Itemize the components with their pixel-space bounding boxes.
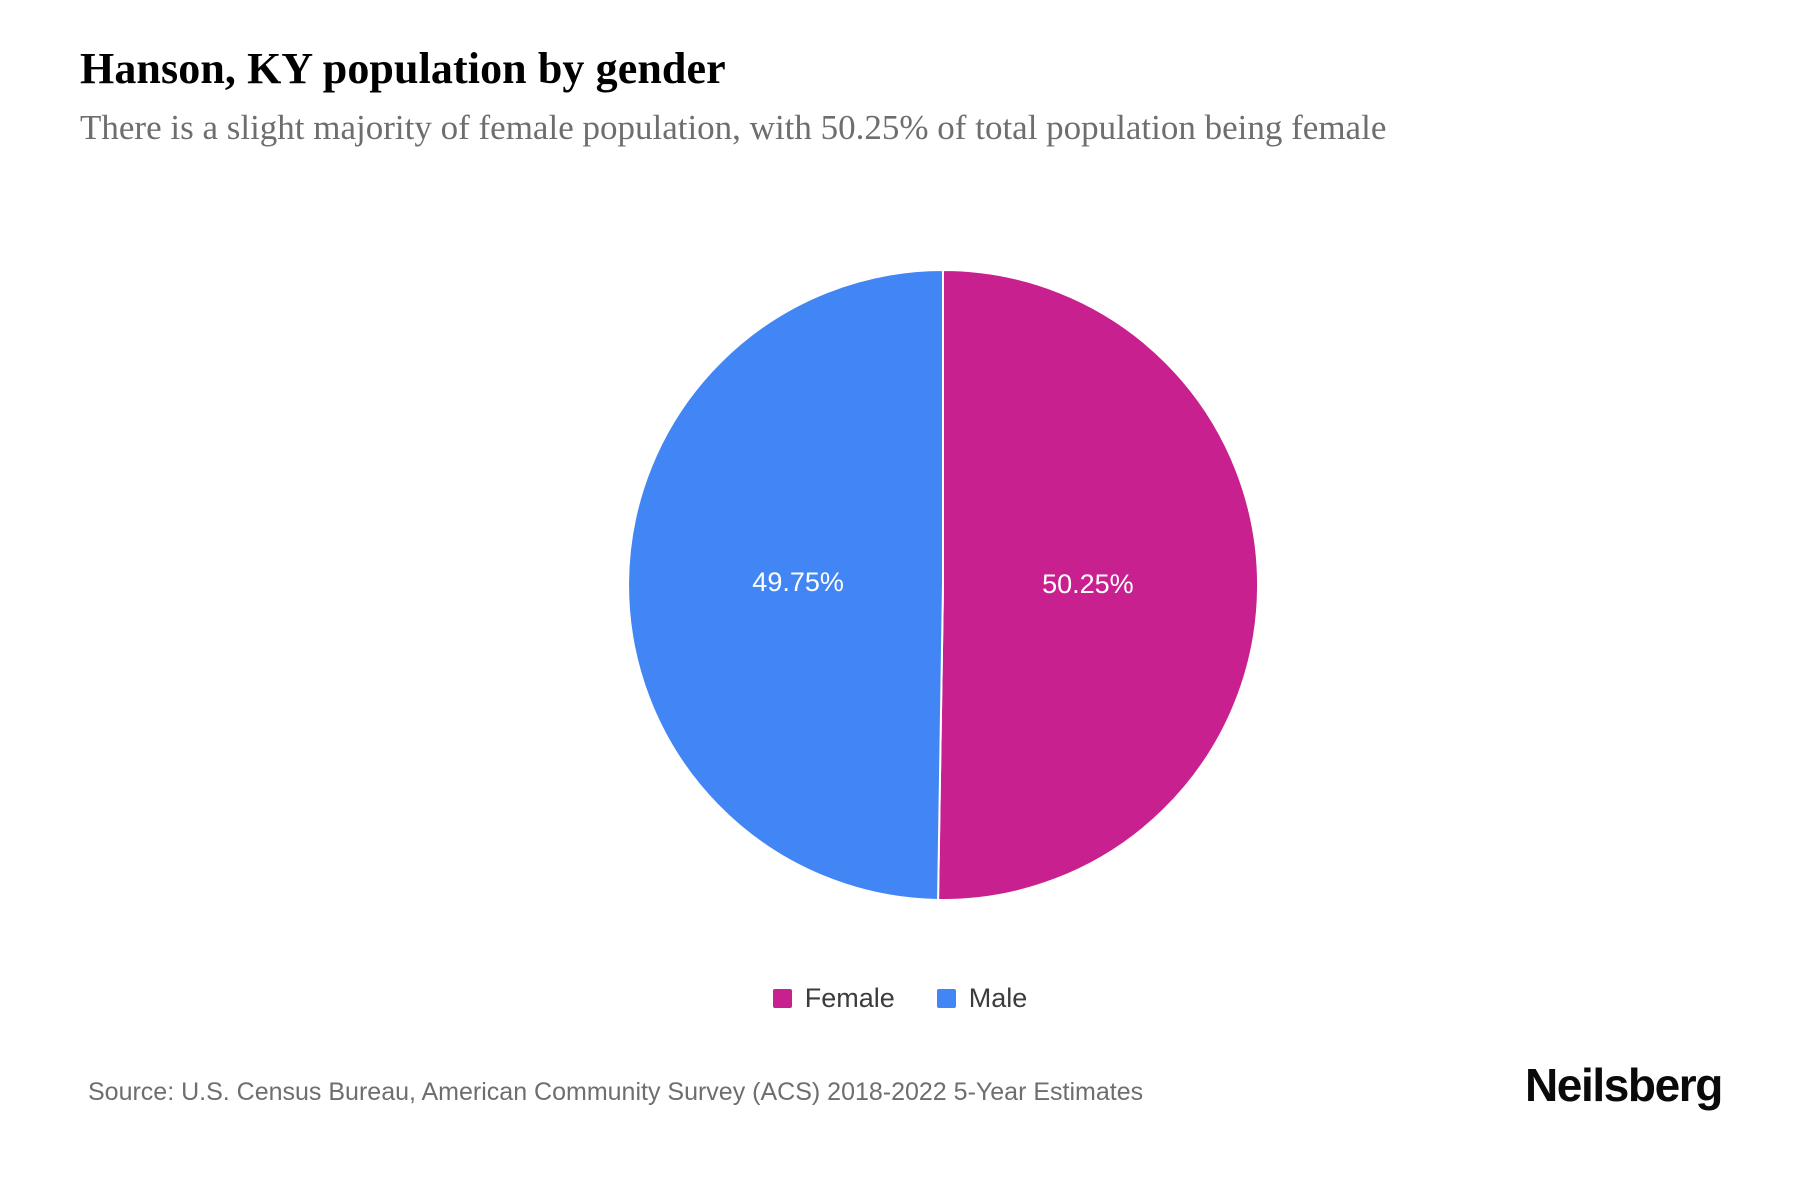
- source-note: Source: U.S. Census Bureau, American Com…: [88, 1078, 1144, 1106]
- legend-label-female: Female: [804, 983, 895, 1013]
- pie-slice-label-male: 49.75%: [752, 567, 844, 597]
- chart-header: Hanson, KY population by gender There is…: [80, 44, 1720, 149]
- pie-chart: 50.25% 49.75%: [627, 268, 1260, 901]
- pie-slice-female[interactable]: [937, 268, 1260, 901]
- chart-subtitle: There is a slight majority of female pop…: [80, 108, 1387, 148]
- legend-item-male[interactable]: Male: [936, 983, 1028, 1013]
- legend-swatch-female-icon: [772, 989, 792, 1008]
- legend-item-female[interactable]: Female: [772, 983, 895, 1013]
- pie-slice-label-female: 50.25%: [1042, 569, 1134, 599]
- chart-legend: Female Male: [0, 985, 1800, 1012]
- pie-slice-male[interactable]: [627, 268, 944, 901]
- legend-label-male: Male: [968, 983, 1028, 1013]
- brand-logo: Neilsberg: [1524, 1059, 1723, 1111]
- legend-swatch-male-icon: [936, 989, 956, 1008]
- page-title: Hanson, KY population by gender: [80, 44, 726, 93]
